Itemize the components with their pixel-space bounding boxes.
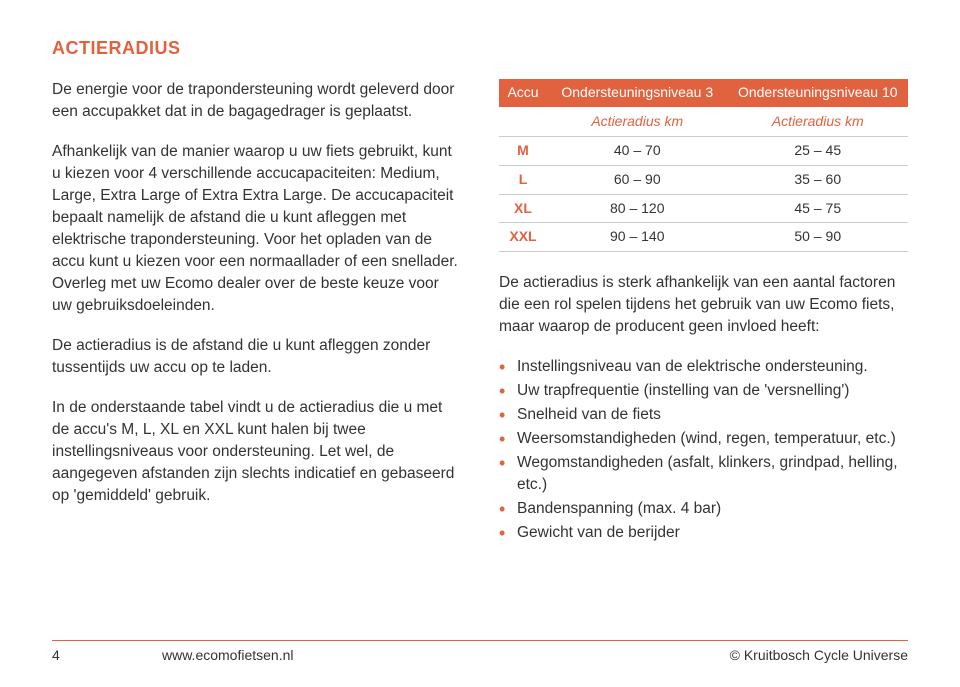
th-level3: Ondersteuningsniveau 3: [547, 79, 728, 107]
para-3: De actieradius is de afstand die u kunt …: [52, 335, 461, 379]
page-footer: 4 www.ecomofietsen.nl © Kruitbosch Cycle…: [52, 640, 908, 663]
factors-list: Instellingsniveau van de elektrische ond…: [499, 356, 908, 544]
para-2: Afhankelijk van de manier waarop u uw fi…: [52, 141, 461, 317]
table-subheader-row: Actieradius km Actieradius km: [499, 107, 908, 136]
cell-r10: 35 – 60: [728, 165, 909, 194]
cell-size: L: [499, 165, 547, 194]
content-columns: De energie voor de trapondersteuning wor…: [52, 79, 908, 546]
left-column: De energie voor de trapondersteuning wor…: [52, 79, 461, 546]
cell-size: XXL: [499, 223, 547, 252]
table-row: XXL 90 – 140 50 – 90: [499, 223, 908, 252]
right-column: Accu Ondersteuningsniveau 3 Ondersteunin…: [499, 79, 908, 546]
para-4: In de onderstaande tabel vindt u de acti…: [52, 397, 461, 507]
list-item: Gewicht van de berijder: [499, 522, 908, 544]
cell-r10: 25 – 45: [728, 136, 909, 165]
table-row: M 40 – 70 25 – 45: [499, 136, 908, 165]
cell-size: XL: [499, 194, 547, 223]
actieradius-table: Accu Ondersteuningsniveau 3 Ondersteunin…: [499, 79, 908, 252]
list-item: Wegomstandigheden (asfalt, klinkers, gri…: [499, 452, 908, 496]
list-item: Bandenspanning (max. 4 bar): [499, 498, 908, 520]
para-1: De energie voor de trapondersteuning wor…: [52, 79, 461, 123]
sub-km-10: Actieradius km: [728, 107, 909, 136]
cell-r10: 50 – 90: [728, 223, 909, 252]
th-level10: Ondersteuningsniveau 10: [728, 79, 909, 107]
table-header-row: Accu Ondersteuningsniveau 3 Ondersteunin…: [499, 79, 908, 107]
sub-empty: [499, 107, 547, 136]
cell-r3: 40 – 70: [547, 136, 728, 165]
footer-copyright: © Kruitbosch Cycle Universe: [730, 647, 908, 663]
cell-r3: 80 – 120: [547, 194, 728, 223]
cell-r10: 45 – 75: [728, 194, 909, 223]
table-row: XL 80 – 120 45 – 75: [499, 194, 908, 223]
list-item: Uw trapfrequentie (instelling van de 've…: [499, 380, 908, 402]
cell-r3: 90 – 140: [547, 223, 728, 252]
page-heading: ACTIERADIUS: [52, 38, 908, 59]
list-item: Snelheid van de fiets: [499, 404, 908, 426]
cell-size: M: [499, 136, 547, 165]
right-intro: De actieradius is sterk afhankelijk van …: [499, 272, 908, 338]
list-item: Weersomstandigheden (wind, regen, temper…: [499, 428, 908, 450]
list-item: Instellingsniveau van de elektrische ond…: [499, 356, 908, 378]
table-row: L 60 – 90 35 – 60: [499, 165, 908, 194]
cell-r3: 60 – 90: [547, 165, 728, 194]
th-accu: Accu: [499, 79, 547, 107]
footer-url: www.ecomofietsen.nl: [162, 647, 294, 663]
page-number: 4: [52, 647, 162, 663]
sub-km-3: Actieradius km: [547, 107, 728, 136]
